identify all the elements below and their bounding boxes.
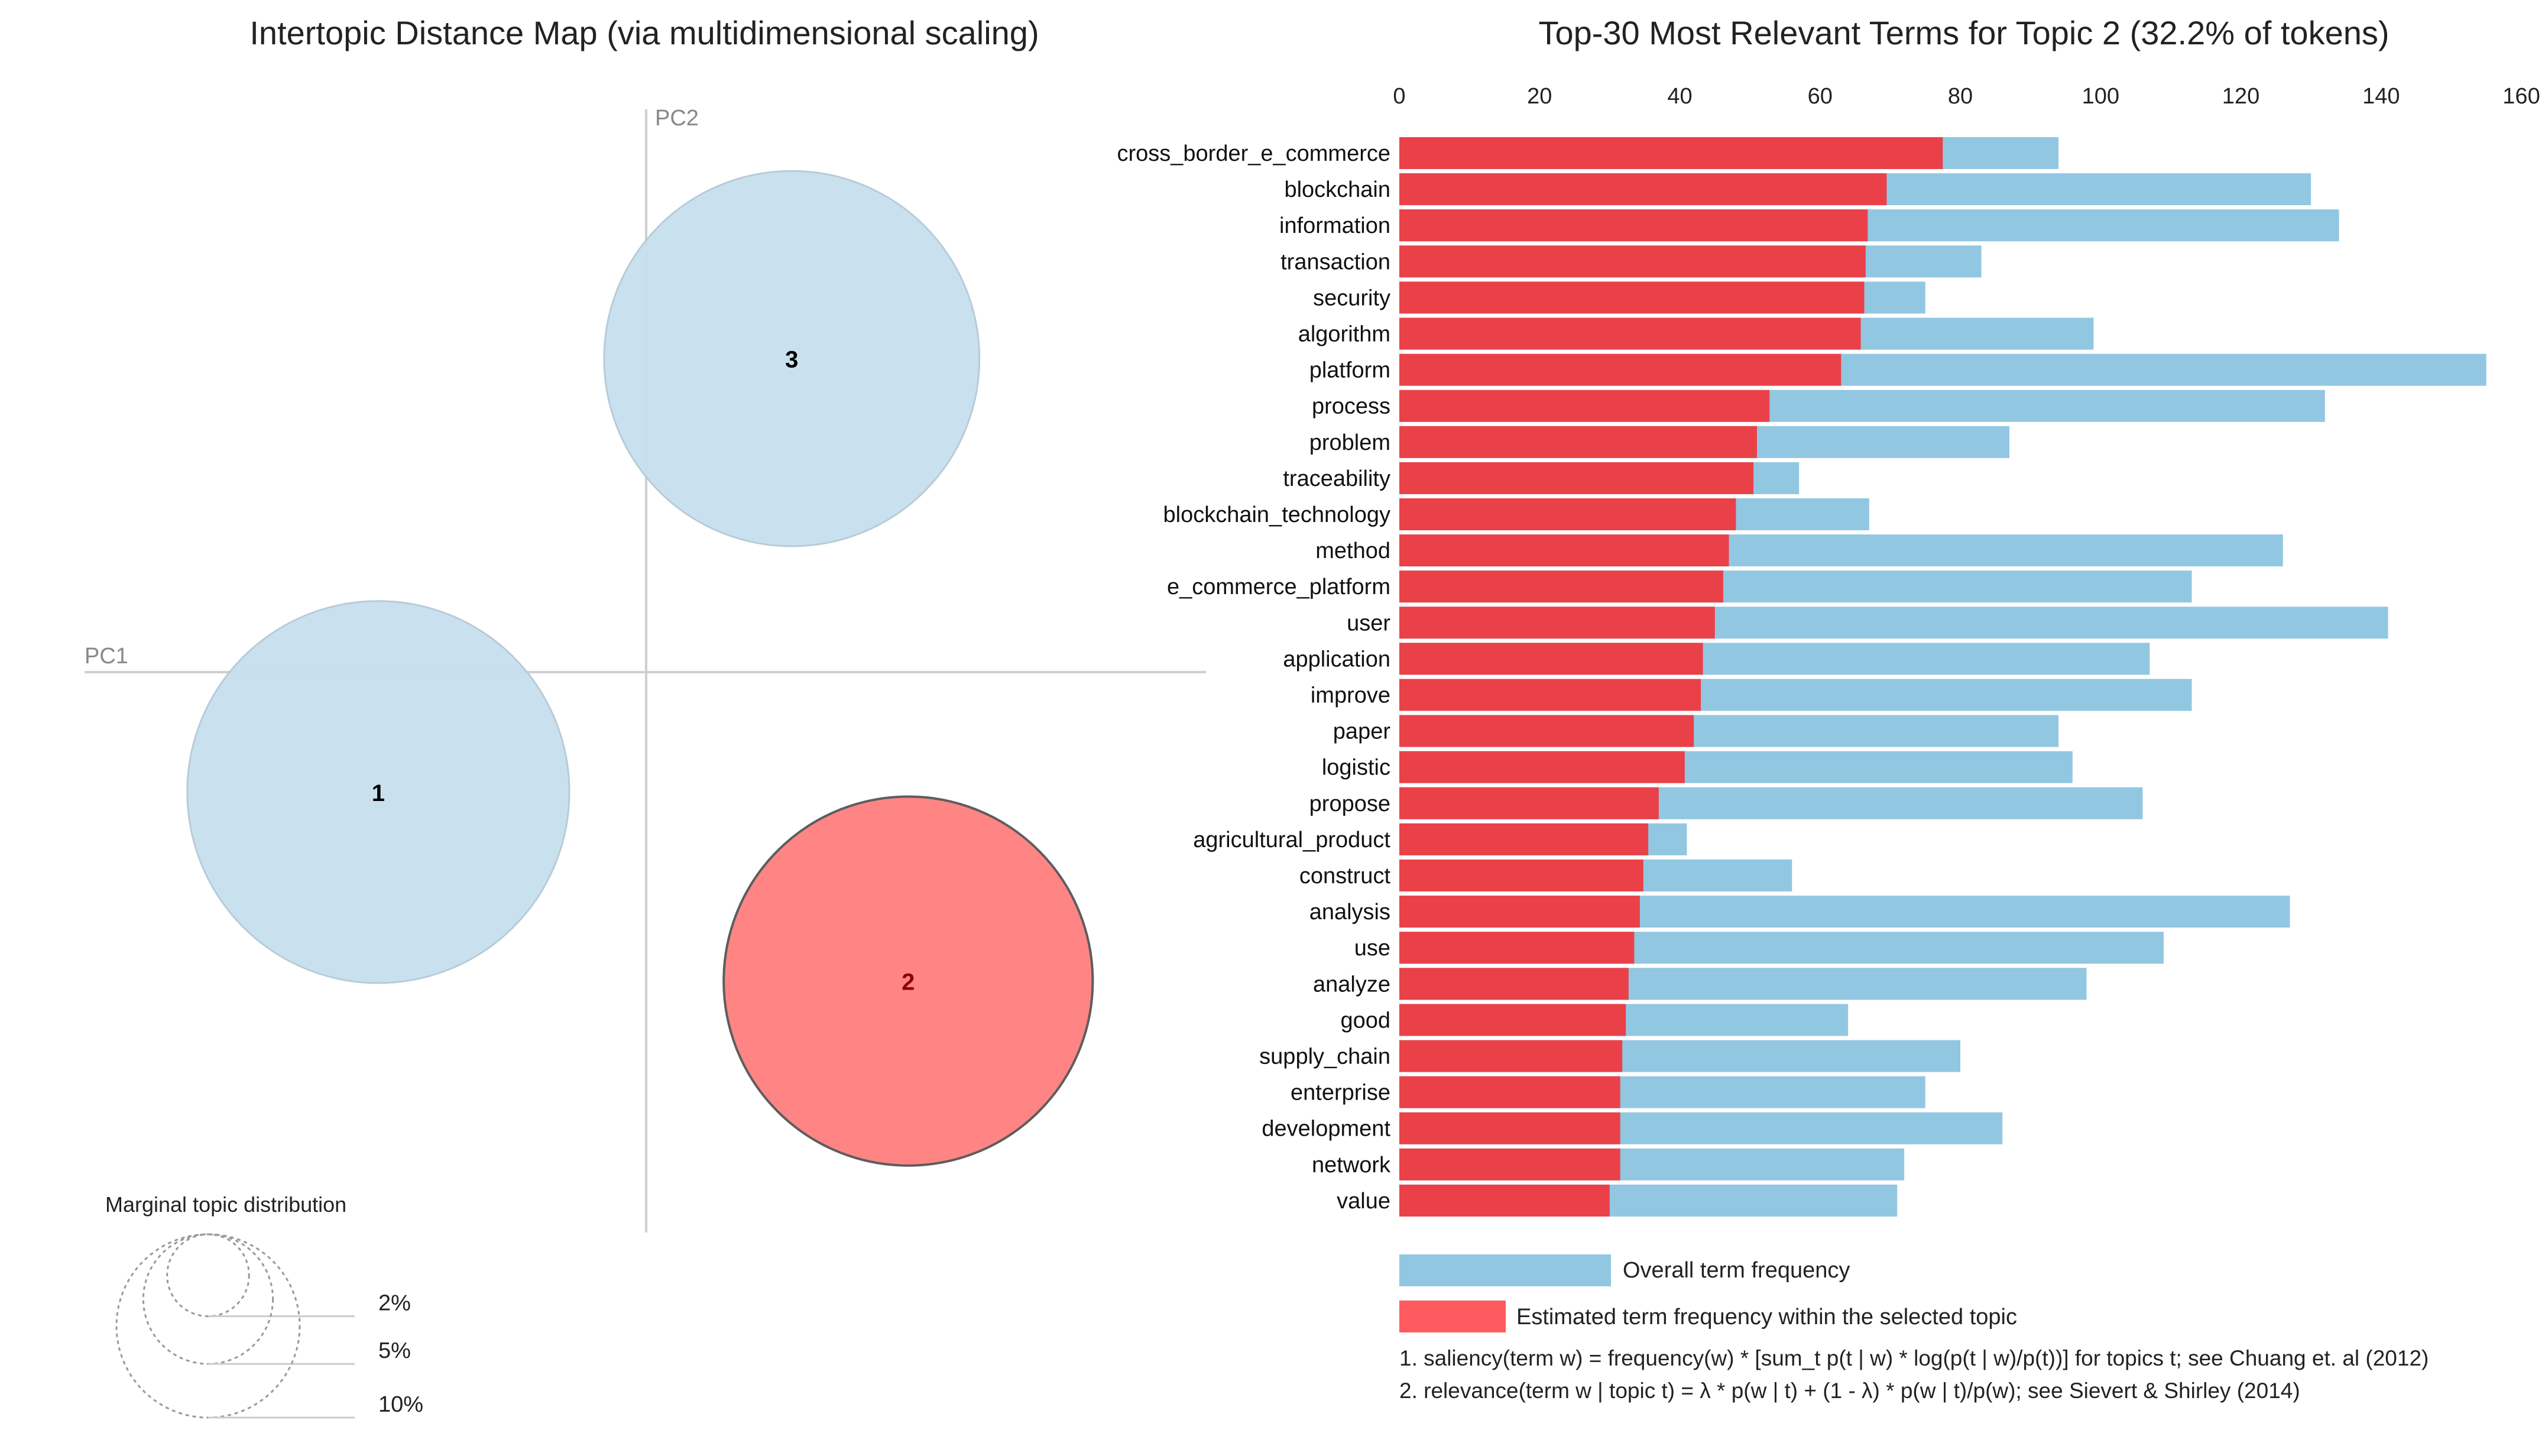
term-label-e_commerce_platform: e_commerce_platform [1167,575,1390,599]
term-label-problem: problem [1309,430,1390,455]
bar-topic-user [1399,607,1715,639]
legend-circle-10 [115,1233,301,1419]
topic-circles: 1 2 3 [186,170,1094,1167]
term-label-blockchain: blockchain [1284,177,1390,202]
term-label-algorithm: algorithm [1298,322,1390,347]
bar-topic-information [1399,209,1868,242]
term-label-application: application [1283,647,1390,672]
term-label-method: method [1315,539,1390,563]
saliency-note: 1. saliency(term w) = frequency(w) * [su… [1399,1346,2429,1370]
topic-label-2: 2 [902,969,915,995]
bar-topic-traceability [1399,462,1754,494]
x-tick-120: 120 [2222,84,2259,109]
x-tick-60: 60 [1808,84,1833,109]
bar-topic-analyze [1399,968,1629,1000]
term-label-paper: paper [1333,719,1391,744]
term-label-user: user [1347,611,1390,635]
x-tick-100: 100 [2082,84,2119,109]
bar-topic-good [1399,1004,1626,1036]
term-label-analyze: analyze [1313,972,1390,997]
bar-chart-title: Top-30 Most Relevant Terms for Topic 2 (… [1538,14,2389,51]
term-label-cross_border_e_commerce: cross_border_e_commerce [1117,141,1390,166]
topic-circle-1 [186,600,570,984]
bar-topic-platform [1399,354,1842,386]
intertopic-map-title: Intertopic Distance Map (via multidimens… [249,14,1039,51]
bar-topic-analysis [1399,896,1640,928]
bar-topic-value [1399,1184,1610,1217]
term-label-supply_chain: supply_chain [1259,1045,1390,1069]
bar-legend: Overall term frequency Estimated term fr… [1399,1254,2017,1332]
bar-topic-supply_chain [1399,1040,1623,1072]
bar-topic-blockchain_technology [1399,498,1736,530]
bar-topic-construct [1399,860,1643,891]
bar-series [1399,137,2486,1217]
bar-topic-propose [1399,787,1659,819]
bar-topic-security [1399,281,1865,314]
bar-topic-development [1399,1112,1620,1144]
x-tick-80: 80 [1948,84,1973,109]
term-label-process: process [1312,394,1390,419]
bar-topic-transaction [1399,245,1866,278]
term-label-network: network [1312,1153,1391,1178]
bar-topic-paper [1399,715,1694,747]
bar-topic-network [1399,1148,1620,1181]
bar-topic-logistic [1399,751,1685,783]
legend-circle-2 [166,1233,250,1318]
topic-label-1: 1 [372,780,385,806]
legend-label-5: 5% [378,1338,411,1363]
bar-topic-application [1399,643,1703,675]
x-tick-0: 0 [1393,84,1405,109]
term-label-security: security [1313,286,1390,310]
legend-label-overall: Overall term frequency [1623,1258,1850,1283]
bar-topic-cross_border_e_commerce [1399,137,1943,169]
topic-circle-3 [603,170,981,547]
topic-label-3: 3 [785,347,798,373]
bar-topic-improve [1399,679,1701,711]
legend-label-2: 2% [378,1291,411,1316]
bar-x-axis: 0 20 40 60 80 100 120 140 160 [1393,84,2540,109]
term-label-logistic: logistic [1322,755,1390,780]
term-label-transaction: transaction [1280,249,1390,274]
relevance-note: 2. relevance(term w | topic t) = λ * p(w… [1399,1379,2300,1403]
bar-topic-enterprise [1399,1076,1620,1108]
term-label-traceability: traceability [1283,466,1390,491]
term-label-good: good [1340,1008,1390,1033]
term-label-analysis: analysis [1309,900,1390,925]
marginal-topic-legend: Marginal topic distribution 2% 5% 10% [105,1192,423,1419]
term-label-propose: propose [1309,792,1390,816]
bar-topic-method [1399,534,1729,567]
legend-circle-5 [142,1233,274,1365]
term-label-improve: improve [1311,683,1390,708]
term-label-development: development [1262,1117,1390,1142]
x-tick-40: 40 [1667,84,1692,109]
pc1-axis-label: PC1 [85,644,128,669]
term-label-information: information [1279,213,1390,238]
term-label-value: value [1337,1189,1390,1214]
x-tick-140: 140 [2362,84,2400,109]
bar-topic-e_commerce_platform [1399,570,1723,603]
bar-topic-agricultural_product [1399,823,1649,855]
term-label-blockchain_technology: blockchain_technology [1163,502,1391,527]
term-label-construct: construct [1299,864,1391,888]
legend-label-topic: Estimated term frequency within the sele… [1516,1305,2017,1329]
bar-topic-problem [1399,426,1757,458]
bar-topic-use [1399,932,1635,964]
term-labels: cross_border_e_commerce blockchain informa… [1117,141,1391,1214]
bar-topic-algorithm [1399,317,1861,350]
marginal-legend-title: Marginal topic distribution [105,1192,346,1217]
legend-label-10: 10% [378,1392,423,1417]
topic-circle-2 [722,795,1094,1167]
legend-swatch-overall [1399,1254,1611,1286]
term-label-agricultural_product: agricultural_product [1193,828,1390,852]
x-tick-160: 160 [2502,84,2540,109]
term-label-platform: platform [1309,358,1390,383]
term-label-use: use [1354,936,1390,961]
bar-topic-blockchain [1399,173,1887,206]
pc2-axis-label: PC2 [655,106,699,131]
x-tick-20: 20 [1527,84,1552,109]
legend-swatch-topic [1399,1301,1506,1332]
term-label-enterprise: enterprise [1291,1081,1390,1105]
bar-topic-process [1399,390,1770,422]
